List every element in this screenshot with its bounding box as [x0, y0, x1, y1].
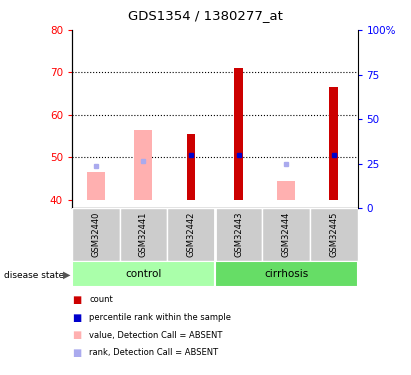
Text: ■: ■ — [72, 330, 81, 340]
Bar — [234, 68, 243, 200]
Bar — [187, 134, 195, 200]
Bar — [72, 208, 120, 261]
Text: ■: ■ — [72, 295, 81, 305]
Bar — [87, 172, 105, 200]
Text: control: control — [125, 269, 162, 279]
Text: ■: ■ — [72, 348, 81, 358]
Bar — [330, 87, 338, 200]
Bar — [215, 208, 262, 261]
Text: cirrhosis: cirrhosis — [264, 269, 308, 279]
Bar — [167, 208, 215, 261]
Text: GDS1354 / 1380277_at: GDS1354 / 1380277_at — [128, 9, 283, 22]
Bar — [72, 261, 215, 287]
Text: GSM32443: GSM32443 — [234, 211, 243, 257]
Bar — [277, 180, 295, 200]
Text: ■: ■ — [72, 313, 81, 322]
Text: count: count — [89, 296, 113, 304]
Text: ▶: ▶ — [63, 270, 70, 280]
Bar — [310, 208, 358, 261]
Bar — [134, 130, 152, 200]
Text: GSM32441: GSM32441 — [139, 211, 148, 257]
Text: percentile rank within the sample: percentile rank within the sample — [89, 313, 231, 322]
Text: value, Detection Call = ABSENT: value, Detection Call = ABSENT — [89, 331, 223, 340]
Text: rank, Detection Call = ABSENT: rank, Detection Call = ABSENT — [89, 348, 218, 357]
Text: GSM32440: GSM32440 — [91, 211, 100, 257]
Text: GSM32442: GSM32442 — [187, 211, 196, 257]
Bar — [120, 208, 167, 261]
Text: GSM32445: GSM32445 — [329, 211, 338, 257]
Text: disease state: disease state — [4, 271, 65, 280]
Bar — [215, 261, 358, 287]
Bar — [262, 208, 310, 261]
Text: GSM32444: GSM32444 — [282, 211, 291, 257]
